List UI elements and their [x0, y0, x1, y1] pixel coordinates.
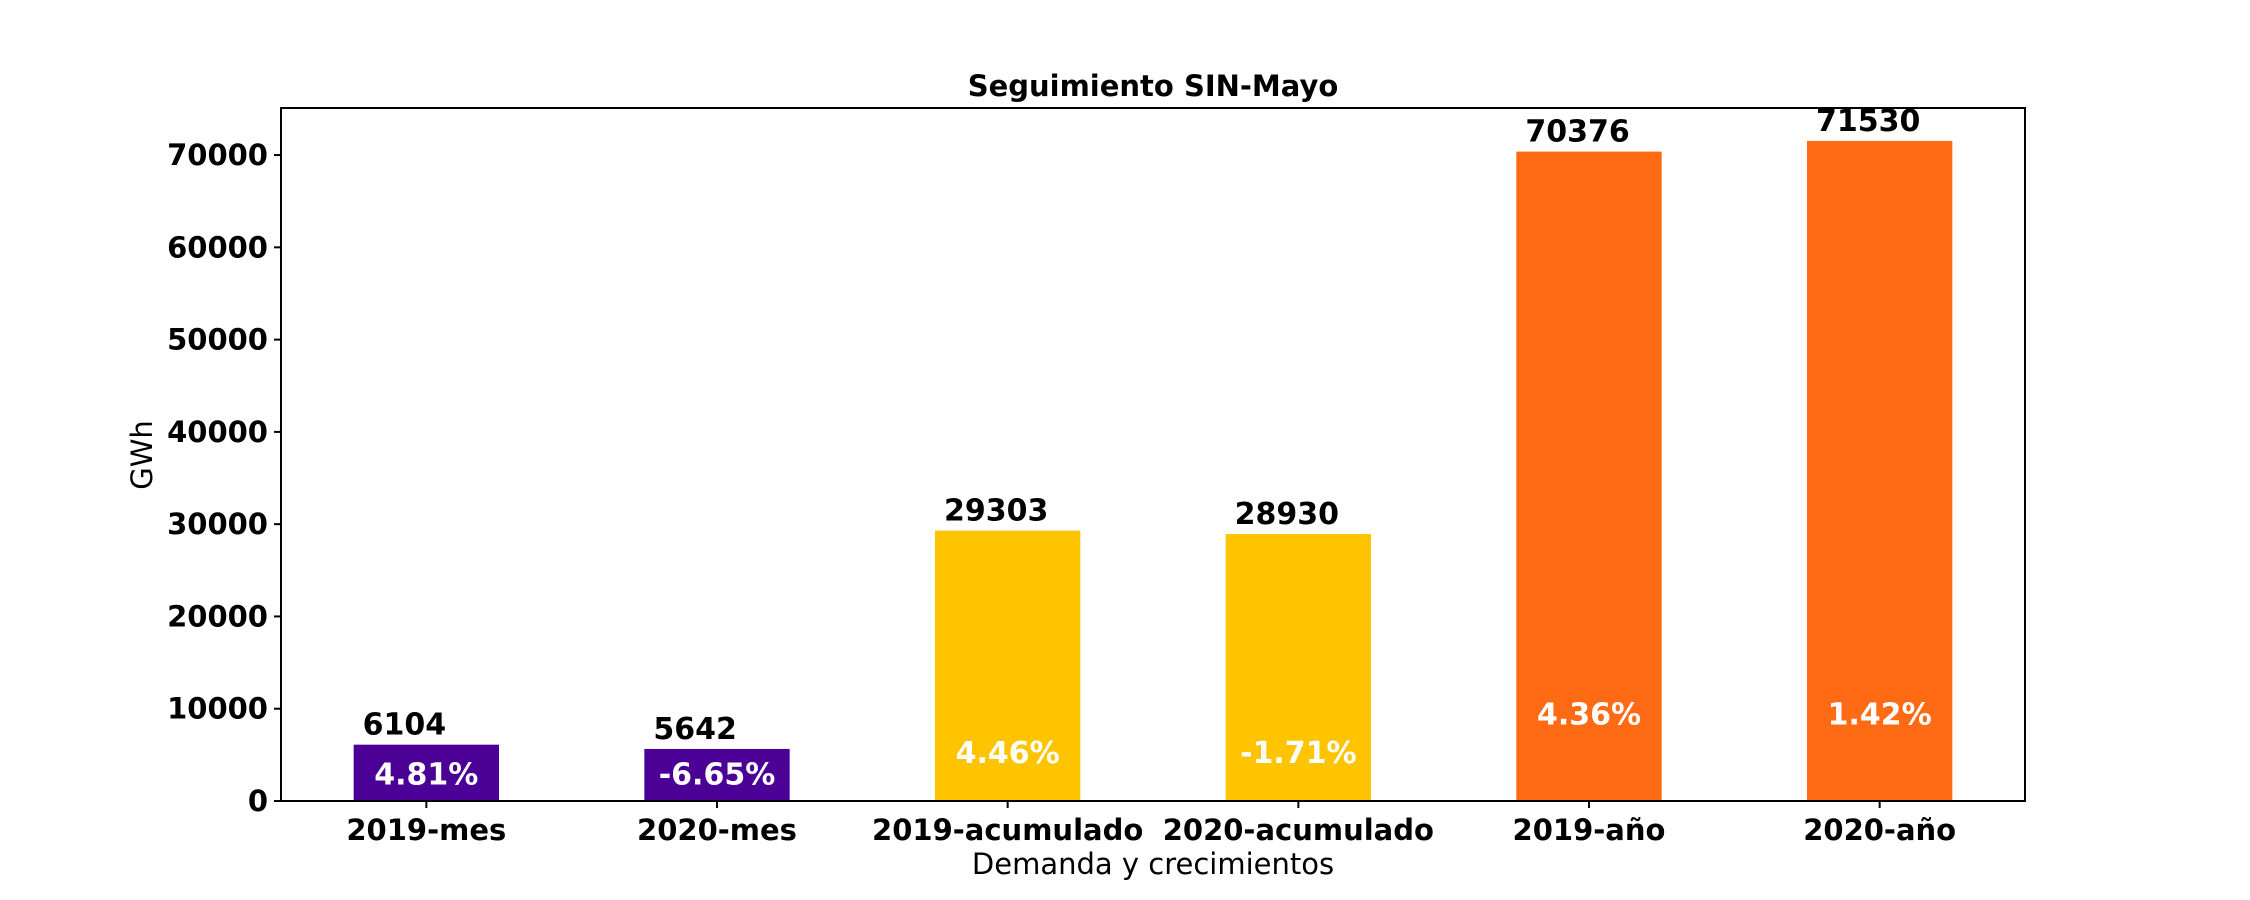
y-axis-label: GWh [125, 420, 159, 490]
x-tick-label: 2020-año [1803, 813, 1956, 847]
y-tick-label: 60000 [167, 230, 268, 264]
growth-label: 4.81% [374, 757, 478, 792]
x-axis-label: Demanda y crecimientos [972, 847, 1334, 881]
y-tick-label: 0 [248, 784, 268, 818]
growth-label: 1.42% [1828, 697, 1932, 732]
plot-frame [280, 107, 2026, 802]
growth-label: -6.65% [659, 757, 776, 792]
y-tick-label: 50000 [167, 323, 268, 357]
y-tick-label: 40000 [167, 415, 268, 449]
value-label: 6104 [363, 708, 447, 743]
bar-2020-año [1807, 140, 1953, 801]
growth-label: 4.36% [1537, 697, 1641, 732]
x-tick-label: 2019-acumulado [872, 813, 1143, 847]
y-tick-label: 70000 [167, 138, 268, 172]
x-axis: 2019-mes 2020-mes 2019-acumulado 2020-acumu… [346, 801, 1956, 847]
x-tick-label: 2020-acumulado [1163, 813, 1434, 847]
value-label: 28930 [1235, 497, 1339, 532]
bar-2020-mes [644, 748, 790, 801]
bar-2020-acumulado [1225, 534, 1371, 801]
y-axis: 0 10000 20000 30000 40000 50000 60000 70000 [167, 138, 281, 818]
growth-label: -1.71% [1240, 736, 1357, 771]
y-tick-label: 30000 [167, 507, 268, 541]
y-tick-label: 10000 [167, 692, 268, 726]
value-label: 71530 [1816, 104, 1920, 139]
x-tick-label: 2019-mes [346, 813, 506, 847]
bars-group: 6104 4.81% 5642 -6.65% 29303 4.46% 28930 -1.71%… [353, 104, 1953, 801]
value-label: 29303 [944, 494, 1048, 529]
bar-2019-año [1516, 151, 1662, 801]
value-label: 5642 [653, 712, 737, 747]
y-tick-label: 20000 [167, 599, 268, 633]
bar-2019-mes [353, 744, 499, 801]
bar-2019-acumulado [935, 530, 1081, 801]
x-tick-label: 2019-año [1513, 813, 1666, 847]
chart-title: Seguimiento SIN-Mayo [968, 69, 1339, 103]
x-tick-label: 2020-mes [637, 813, 797, 847]
value-label: 70376 [1525, 115, 1629, 150]
growth-label: 4.46% [956, 736, 1060, 771]
